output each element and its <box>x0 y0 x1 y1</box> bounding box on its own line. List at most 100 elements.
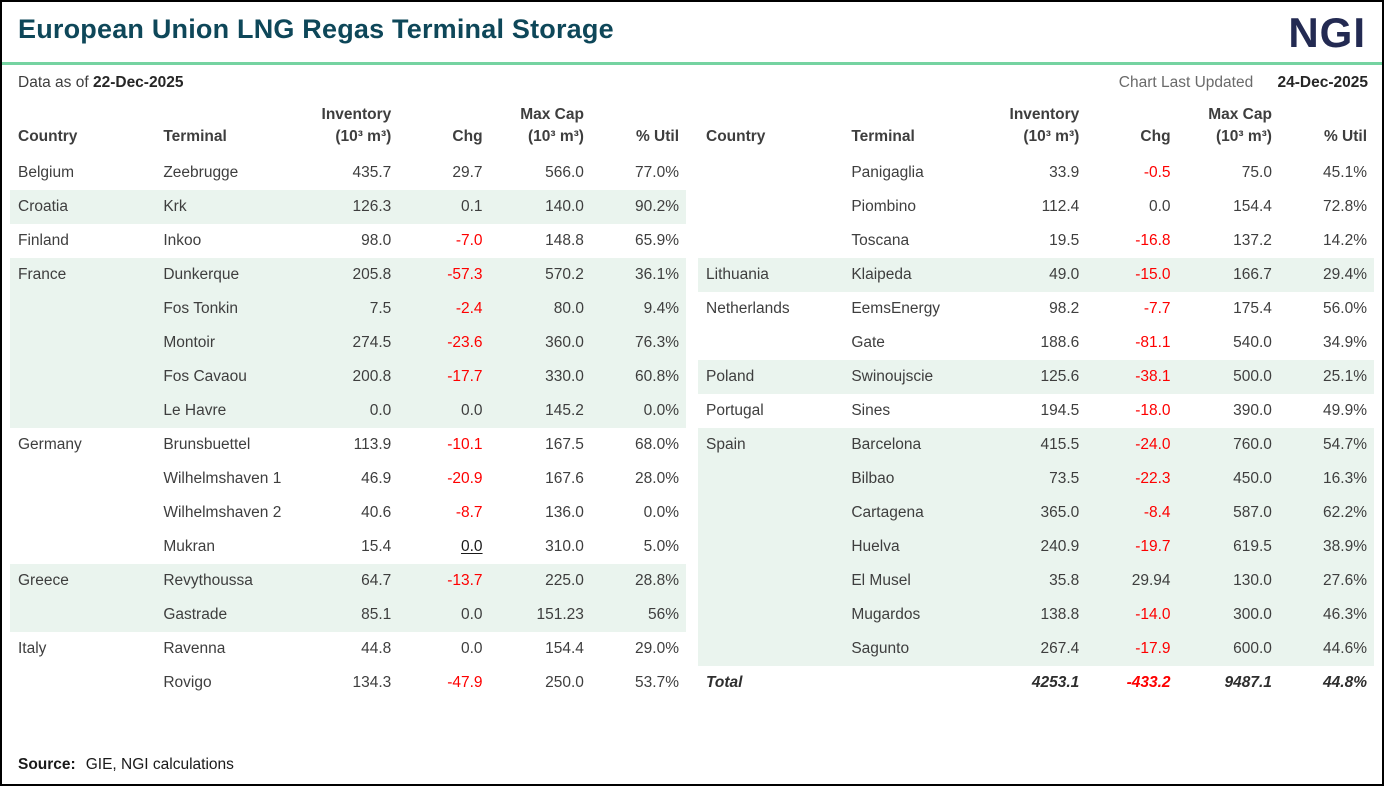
cell-terminal: Klaipeda <box>843 257 996 292</box>
source-text: GIE, NGI calculations <box>85 756 234 773</box>
cell-chg: 0.0 <box>395 393 487 428</box>
cell-chg: -433.2 <box>1126 673 1171 691</box>
cell-chg: -47.9 <box>447 673 483 691</box>
table-row: Huelva 240.9 -19.7 619.5 38.9% <box>698 529 1374 564</box>
table-row: Croatia Krk 126.3 0.1 140.0 90.2% <box>10 189 686 224</box>
cell-inventory: 112.4 <box>1041 197 1080 215</box>
cell-max-cap: 566.0 <box>545 163 584 181</box>
cell-max-cap: 130.0 <box>1174 563 1276 598</box>
cell-util: 60.8% <box>587 359 686 394</box>
table-row: Lithuania Klaipeda 49.0 -15.0 166.7 29.4% <box>698 257 1374 292</box>
cell-util: 0.0% <box>587 393 686 428</box>
cell-country <box>10 393 156 428</box>
cell-terminal: Swinoujscie <box>843 359 996 394</box>
cell-util: 29.0% <box>635 639 679 657</box>
cell-country <box>10 359 156 394</box>
cell-terminal: Mukran <box>163 537 216 555</box>
cell-util: 5.0% <box>643 537 679 555</box>
cell-util: 72.8% <box>1323 197 1367 215</box>
cell-chg: 0.0 <box>1148 197 1171 215</box>
cell-inventory: 134.3 <box>352 673 392 691</box>
cell-max-cap: 151.23 <box>486 597 588 632</box>
cell-inventory: 0.0 <box>307 393 396 428</box>
left-table-head: Country Terminal Inventory (10³ m³) Chg Max … <box>10 100 686 156</box>
cell-chg: -18.0 <box>1135 401 1171 419</box>
cell-country: Lithuania <box>698 257 844 292</box>
cell-max-cap: 154.4 <box>545 639 584 657</box>
col-header-util: % Util <box>635 128 679 146</box>
cell-country: Greece <box>10 563 156 598</box>
cell-terminal: Panigaglia <box>851 163 924 181</box>
storage-tables: Country Terminal Inventory (10³ m³) Chg Max … <box>2 98 1382 700</box>
cell-inventory: 7.5 <box>307 291 396 326</box>
cell-chg: -2.4 <box>395 291 487 326</box>
cell-util: 34.9% <box>1323 333 1367 351</box>
table-row: Toscana 19.5 -16.8 137.2 14.2% <box>698 224 1374 258</box>
cell-chg: -8.4 <box>1083 495 1175 530</box>
right-table-body: Panigaglia 33.9 -0.5 75.0 45.1% Piombino 112.4… <box>698 156 1374 700</box>
cell-util: 53.7% <box>635 673 679 691</box>
cell-country: Belgium <box>18 163 74 181</box>
table-row: Italy Ravenna 44.8 0.0 154.4 29.0% <box>10 632 686 666</box>
cell-country <box>698 597 844 632</box>
table-row: Netherlands EemsEnergy 98.2 -7.7 175.4 56.0% <box>698 292 1374 326</box>
cell-inventory: 267.4 <box>995 631 1084 666</box>
table-row: Finland Inkoo 98.0 -7.0 148.8 65.9% <box>10 224 686 258</box>
cell-util: 25.1% <box>1275 359 1374 394</box>
col-header-terminal: Terminal <box>163 128 227 146</box>
cell-max-cap: 175.4 <box>1233 299 1272 317</box>
cell-inventory: 138.8 <box>995 597 1084 632</box>
cell-chg: -8.7 <box>455 503 483 521</box>
cell-terminal: Sines <box>851 401 891 419</box>
cell-terminal: Gastrade <box>155 597 308 632</box>
cell-max-cap: 167.5 <box>545 435 584 453</box>
cell-country <box>10 325 156 360</box>
table-row: El Musel 35.8 29.94 130.0 27.6% <box>698 563 1374 598</box>
cell-inventory: 200.8 <box>307 359 396 394</box>
cell-max-cap: 250.0 <box>545 673 584 691</box>
cell-terminal: Rovigo <box>163 673 212 691</box>
cell-terminal: Inkoo <box>163 231 202 249</box>
cell-inventory: 365.0 <box>995 495 1084 530</box>
cell-terminal: Huelva <box>843 529 996 564</box>
cell-chg: 0.0 <box>395 597 487 632</box>
page-title: European Union LNG Regas Terminal Storag… <box>18 14 614 44</box>
cell-inventory: 435.7 <box>352 163 392 181</box>
cell-country <box>10 666 155 700</box>
table-row: Panigaglia 33.9 -0.5 75.0 45.1% <box>698 156 1374 190</box>
cell-chg: 0.0 <box>460 537 483 555</box>
cell-inventory: 415.5 <box>995 427 1084 462</box>
cell-chg: -24.0 <box>1083 427 1175 462</box>
cell-country <box>698 156 843 190</box>
cell-inventory: 35.8 <box>995 563 1084 598</box>
cell-inventory: 98.0 <box>361 231 392 249</box>
cell-max-cap: 145.2 <box>486 393 588 428</box>
cell-max-cap: 760.0 <box>1174 427 1276 462</box>
cell-util: 38.9% <box>1275 529 1374 564</box>
table-row: Le Havre 0.0 0.0 145.2 0.0% <box>10 393 686 428</box>
cell-util: 44.8% <box>1323 673 1367 691</box>
cell-terminal: Revythoussa <box>155 563 308 598</box>
cell-chg: -38.1 <box>1083 359 1175 394</box>
cell-country: Total <box>706 673 743 691</box>
cell-terminal: Le Havre <box>155 393 308 428</box>
cell-max-cap: 140.0 <box>486 189 588 224</box>
cell-inventory: 205.8 <box>307 257 396 292</box>
table-row: Montoir 274.5 -23.6 360.0 76.3% <box>10 325 686 360</box>
cell-util: 90.2% <box>587 189 686 224</box>
table-row: Rovigo 134.3 -47.9 250.0 53.7% <box>10 666 686 700</box>
col-header-chg: Chg <box>452 128 483 146</box>
cell-country <box>698 224 843 258</box>
right-storage-table: Country Terminal Inventory (10³ m³) Chg Max … <box>698 100 1374 700</box>
cell-chg: -7.7 <box>1143 299 1171 317</box>
table-row: Germany Brunsbuettel 113.9 -10.1 167.5 68.0% <box>10 428 686 462</box>
table-row: Wilhelmshaven 1 46.9 -20.9 167.6 28.0% <box>10 462 686 496</box>
cell-country: France <box>10 257 156 292</box>
right-table-head: Country Terminal Inventory (10³ m³) Chg Max … <box>698 100 1374 156</box>
cell-terminal <box>843 666 995 700</box>
cell-util: 46.3% <box>1275 597 1374 632</box>
cell-terminal: EemsEnergy <box>851 299 941 317</box>
table-row: Greece Revythoussa 64.7 -13.7 225.0 28.8% <box>10 563 686 598</box>
cell-country <box>698 326 843 360</box>
cell-country <box>10 597 156 632</box>
